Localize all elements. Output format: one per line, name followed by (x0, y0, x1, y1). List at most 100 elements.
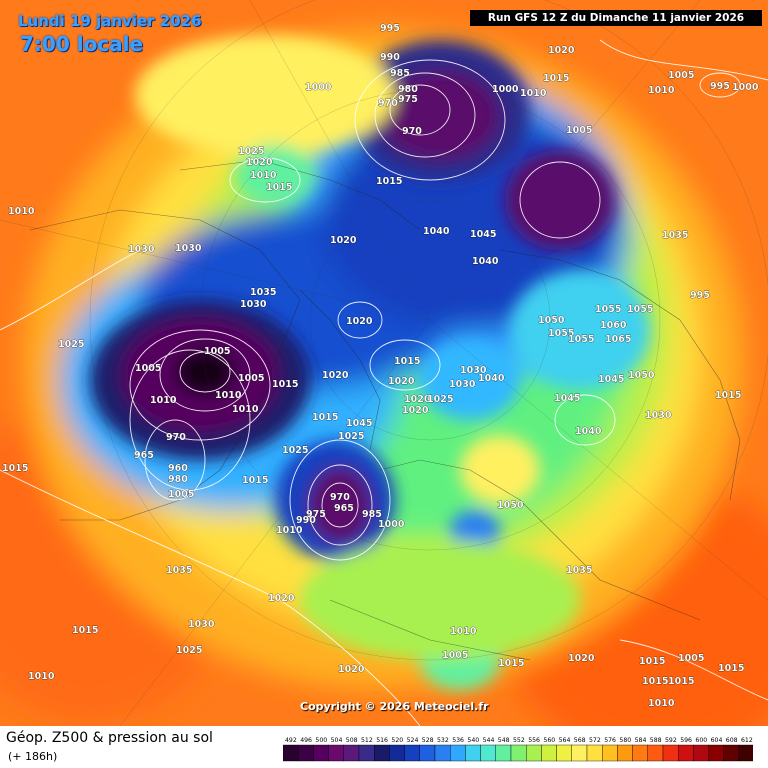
map-panel: 995 990 985 980 975 970 970 1000 1000 10… (0, 0, 768, 726)
isobar-label: 1005 (678, 653, 704, 664)
isobar-label: 1025 (282, 445, 308, 456)
legend-tick-label: 572 (589, 737, 601, 744)
isobar-label: 985 (362, 509, 382, 520)
isobar-label: 970 (330, 492, 350, 503)
isobar-label: 1060 (600, 320, 627, 331)
legend-tick-label: 524 (407, 737, 419, 744)
footer: Géop. Z500 & pression au sol (+ 186h) 49… (0, 726, 768, 768)
legend-swatch (434, 744, 451, 762)
isobar-label: 1010 (648, 698, 675, 709)
isobar-label: 1045 (598, 374, 624, 385)
isobar-label: 975 (398, 94, 418, 105)
isobar-label: 1010 (215, 390, 242, 401)
isobar-label: 1010 (450, 626, 477, 637)
isobar-label: 1005 (204, 346, 230, 357)
legend-swatch (602, 744, 618, 762)
isobar-label: 1015 (543, 73, 569, 84)
isobar-label: 1020 (246, 157, 273, 168)
isobar-label: 1045 (470, 229, 496, 240)
legend-swatch (389, 744, 405, 762)
isobar-label: 985 (390, 68, 410, 79)
legend-swatch (297, 744, 314, 762)
isobar-label: 1005 (566, 125, 592, 136)
legend-tick-label: 588 (650, 737, 662, 744)
isobar-label: 1000 (305, 82, 332, 93)
isobar-label: 1030 (449, 379, 476, 390)
isobar-label: 1005 (238, 373, 264, 384)
legend-tick-label: 492 (285, 737, 297, 744)
legend-tick-label: 596 (680, 737, 692, 744)
legend-swatch (678, 744, 694, 762)
legend-swatch (647, 744, 664, 762)
isobar-label: 1000 (492, 84, 519, 95)
isobar-label: 1015 (718, 663, 744, 674)
copyright: Copyright © 2026 Meteociel.fr (300, 700, 489, 713)
isobar-label: 1010 (28, 671, 55, 682)
isobar-label: 1020 (402, 405, 429, 416)
legend-tick-label: 500 (315, 737, 327, 744)
legend-swatch (556, 744, 573, 762)
isobar-label: 1020 (568, 653, 595, 664)
legend-tick-label: 528 (422, 737, 434, 744)
isobar-label: 1015 (498, 658, 524, 669)
forecast-time: 7:00 locale (20, 32, 144, 56)
isobar-label: 1020 (388, 376, 415, 387)
legend-swatch (510, 744, 527, 762)
legend-tick-label: 604 (711, 737, 723, 744)
isobar-label: 1010 (276, 525, 303, 536)
forecast-date: Lundi 19 janvier 2026 (18, 12, 202, 30)
isobar-label: 1015 (376, 176, 402, 187)
legend-swatch (313, 744, 329, 762)
isobar-label: 1025 (58, 339, 84, 350)
legend-tick-label: 584 (635, 737, 647, 744)
isobar-label: 1050 (538, 315, 565, 326)
isobar-label: 1015 (668, 676, 694, 687)
isobar-label: 1005 (442, 650, 468, 661)
legend-tick-label: 496 (300, 737, 312, 744)
legend-tick-label: 512 (361, 737, 373, 744)
legend-tick-label: 536 (452, 737, 464, 744)
isobar-label: 960 (168, 463, 188, 474)
isobar-label: 1015 (394, 356, 420, 367)
isobar-label: 1015 (2, 463, 28, 474)
isobar-label: 1015 (72, 625, 98, 636)
forecast-lead: (+ 186h) (8, 750, 58, 763)
isobar-label: 1015 (272, 379, 298, 390)
isobar-label: 1055 (627, 304, 653, 315)
map-title: Géop. Z500 & pression au sol (6, 730, 213, 746)
isobar-label: 1015 (242, 475, 268, 486)
legend-swatch (708, 744, 725, 762)
legend-tick-label: 556 (528, 737, 540, 744)
isobar-label: 1020 (338, 664, 365, 675)
legend-swatch (283, 744, 299, 762)
legend-tick-label: 608 (726, 737, 738, 744)
legend-swatch (404, 744, 420, 762)
legend-swatch (465, 744, 481, 762)
legend-swatch (632, 744, 649, 762)
legend-swatch (541, 744, 557, 762)
isobar-label: 1030 (175, 243, 202, 254)
legend-swatch (495, 744, 512, 762)
isobar-label: 1055 (548, 328, 574, 339)
legend-tick-label: 548 (498, 737, 510, 744)
isobar-label: 1040 (575, 426, 602, 437)
isobar-label: 980 (168, 474, 188, 485)
legend-tick-label: 508 (346, 737, 358, 744)
isobar-label: 1055 (568, 334, 594, 345)
isobar-label: 995 (710, 81, 730, 92)
legend-tick-label: 600 (695, 737, 707, 744)
legend-tick-label: 580 (619, 737, 631, 744)
legend-tick-label: 504 (331, 737, 343, 744)
legend-tick-label: 532 (437, 737, 449, 744)
isobar-label: 1030 (460, 365, 487, 376)
legend-tick-label: 568 (574, 737, 586, 744)
isobar-label: 995 (690, 290, 710, 301)
isobar-label: 1030 (240, 299, 267, 310)
legend-swatch (480, 744, 497, 762)
isobar-label: 1020 (268, 593, 295, 604)
isobar-label: 1015 (639, 656, 665, 667)
isobar-label: 1040 (423, 226, 450, 237)
isobar-label: 1005 (668, 70, 694, 81)
isobar-label: 990 (296, 515, 316, 526)
